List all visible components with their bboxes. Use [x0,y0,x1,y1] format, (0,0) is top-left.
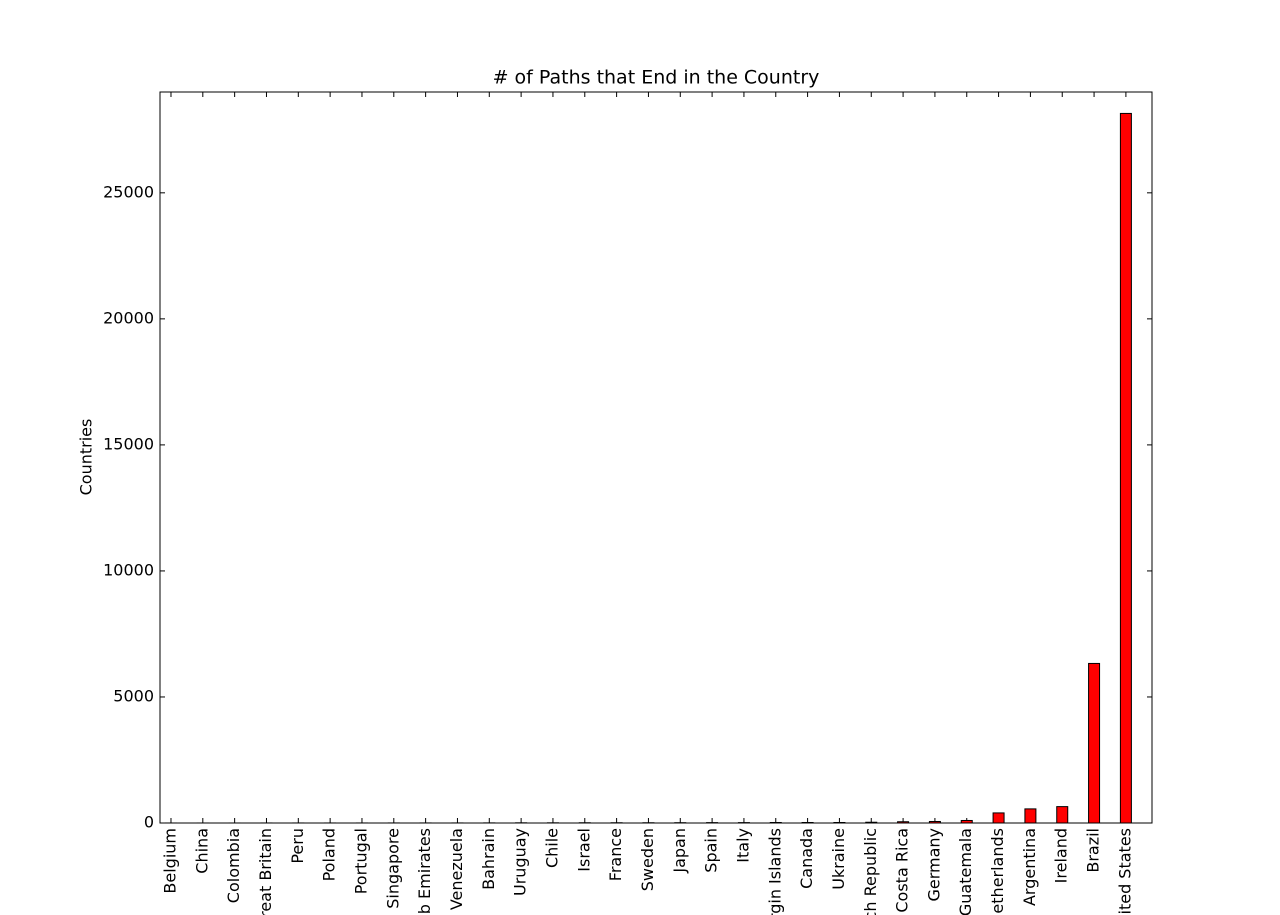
x-tick-label: Spain [702,828,721,873]
x-tick-label: Great Britain [256,828,275,915]
x-tick-label: Sweden [638,828,657,891]
bar [992,812,1005,824]
x-tick-label: Guatemala [956,828,975,915]
plot-frame [159,91,1153,824]
y-axis-label: Countries [77,419,96,496]
x-tick-label: Japan [670,828,689,874]
bar [1088,662,1101,824]
x-tick-label: Czech Republic [861,828,880,915]
x-tick-label: Canada [797,828,816,889]
x-tick-label: Brazil [1084,828,1103,873]
x-tick-label: Germany [924,828,943,902]
x-tick-label: Ukraine [829,828,848,890]
x-tick-label: Netherlands [988,828,1007,915]
y-tick-label: 20000 [103,308,154,327]
x-tick-label: United States [1115,828,1134,915]
x-tick-label: Venezuela [447,828,466,910]
x-tick-label: Portugal [351,828,370,894]
y-tick-label: 15000 [103,434,154,453]
y-tick-label: 10000 [103,560,154,579]
x-tick-label: Bahrain [479,828,498,890]
x-tick-label: Argentina [1020,828,1039,906]
x-tick-label: Italy [733,828,752,863]
y-tick-label: 25000 [103,182,154,201]
x-tick-label: Peru [288,828,307,864]
x-tick-label: Belgium [160,828,179,894]
x-tick-label: Colombia [224,828,243,903]
x-tick-label: Israel [574,828,593,872]
x-tick-label: France [606,828,625,881]
x-tick-label: United Arab Emirates [415,828,434,915]
x-tick-label: Chile [542,828,561,868]
x-tick-label: Costa Rica [893,828,912,913]
y-tick-label: 0 [144,813,154,832]
x-tick-label: British Virgin Islands [765,828,784,915]
bar [1119,112,1132,824]
bar [1024,808,1037,824]
chart-title: # of Paths that End in the Country [493,67,820,89]
y-tick-label: 5000 [113,686,154,705]
x-tick-label: Ireland [1052,828,1071,883]
x-tick-label: China [192,828,211,874]
x-tick-label: Poland [320,828,339,881]
x-tick-label: Singapore [383,828,402,909]
bar [1056,806,1069,824]
x-tick-label: Uruguay [511,828,530,896]
